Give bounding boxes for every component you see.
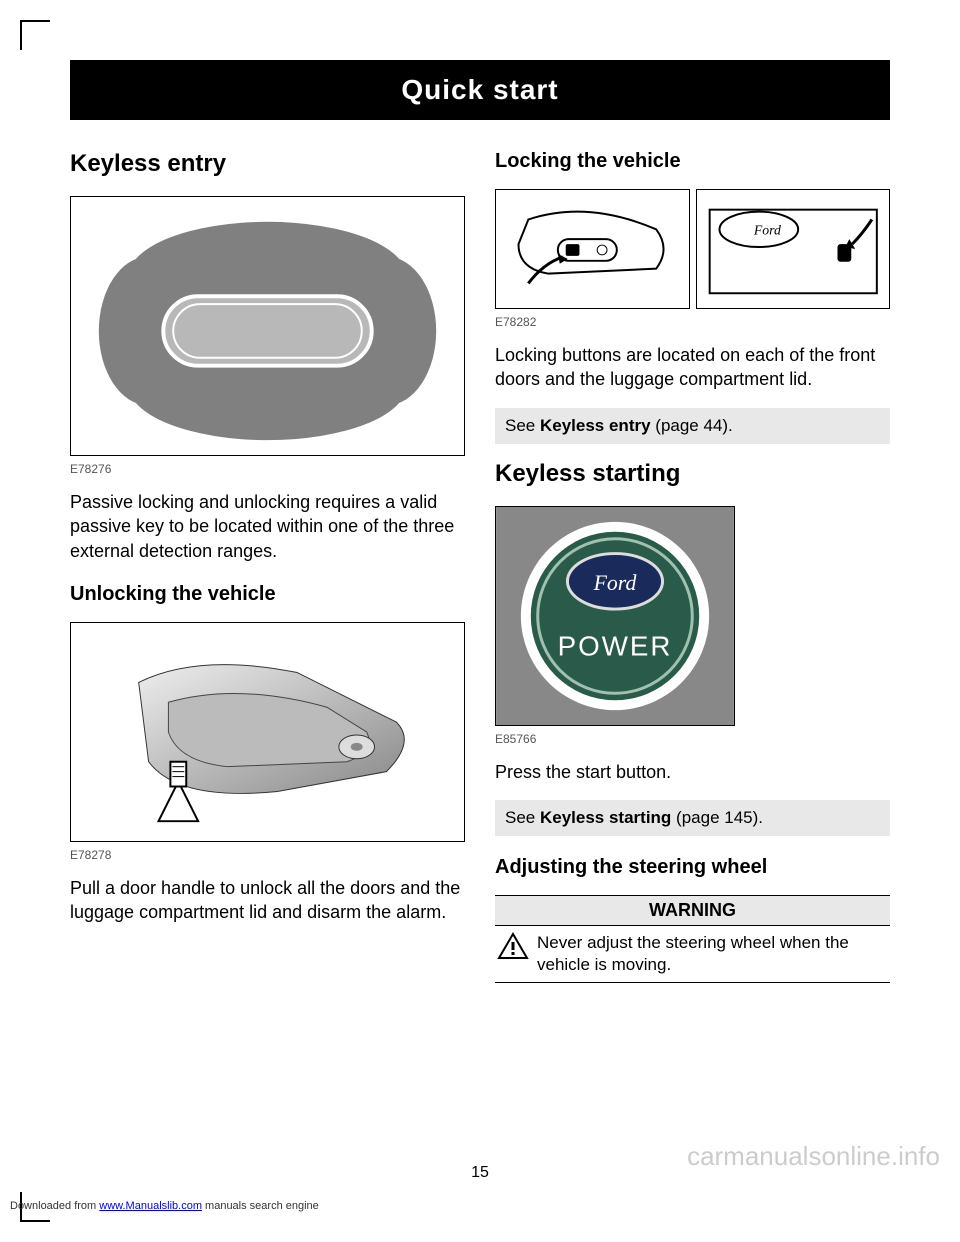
chapter-title: Quick start [70, 74, 890, 106]
door-handle-svg [71, 623, 464, 841]
ref2-post: (page 145). [671, 808, 763, 827]
content-columns: Keyless entry E78276 Passive locking and… [70, 150, 890, 983]
paragraph-pull-handle: Pull a door handle to unlock all the doo… [70, 876, 465, 925]
page-container: Quick start Keyless entry E78276 Passive… [0, 0, 960, 1242]
warning-body: Never adjust the steering wheel when the… [495, 926, 890, 983]
chapter-header: Quick start [70, 60, 890, 120]
footer-source: Downloaded from www.Manualslib.com manua… [10, 1200, 319, 1212]
figure-door-handle [70, 622, 465, 842]
reference-keyless-starting: See Keyless starting (page 145). [495, 800, 890, 836]
ref1-pre: See [505, 416, 540, 435]
footer-pre: Downloaded from [10, 1200, 99, 1212]
figure-label-2: E78278 [70, 848, 465, 862]
reference-keyless-entry: See Keyless entry (page 44). [495, 408, 890, 444]
warning-triangle-icon [497, 932, 529, 960]
figure-label-3: E78282 [495, 315, 890, 329]
paragraph-passive-locking: Passive locking and unlocking requires a… [70, 490, 465, 563]
ref2-pre: See [505, 808, 540, 827]
paragraph-press-start: Press the start button. [495, 760, 890, 784]
footer-post: manuals search engine [202, 1200, 319, 1212]
power-button-svg: Ford POWER [496, 507, 734, 725]
ref1-bold: Keyless entry [540, 416, 651, 435]
figure-detection-range [70, 196, 465, 456]
figure-label-4: E85766 [495, 732, 890, 746]
left-column: Keyless entry E78276 Passive locking and… [70, 150, 465, 983]
heading-steering: Adjusting the steering wheel [495, 856, 890, 879]
watermark: carmanualsonline.info [687, 1141, 940, 1172]
svg-text:Ford: Ford [593, 571, 637, 595]
warning-header: WARNING [495, 895, 890, 926]
ref2-bold: Keyless starting [540, 808, 671, 827]
paragraph-locking-buttons: Locking buttons are located on each of t… [495, 343, 890, 392]
power-text: POWER [558, 630, 673, 661]
right-column: Locking the vehicle [495, 150, 890, 983]
lock-trunk-svg: Ford [697, 190, 890, 308]
heading-keyless-starting: Keyless starting [495, 460, 890, 488]
figure-label-1: E78276 [70, 462, 465, 476]
footer-link[interactable]: www.Manualslib.com [99, 1200, 202, 1212]
figure-lock-buttons: Ford [495, 189, 890, 309]
heading-keyless-entry: Keyless entry [70, 150, 465, 178]
heading-locking: Locking the vehicle [495, 150, 890, 173]
heading-unlocking: Unlocking the vehicle [70, 583, 465, 606]
warning-text: Never adjust the steering wheel when the… [537, 932, 888, 976]
ref1-post: (page 44). [651, 416, 733, 435]
figure-power-button: Ford POWER [495, 506, 735, 726]
svg-text:Ford: Ford [752, 222, 780, 237]
detection-range-svg [71, 197, 464, 455]
lock-handle-svg [496, 190, 689, 308]
